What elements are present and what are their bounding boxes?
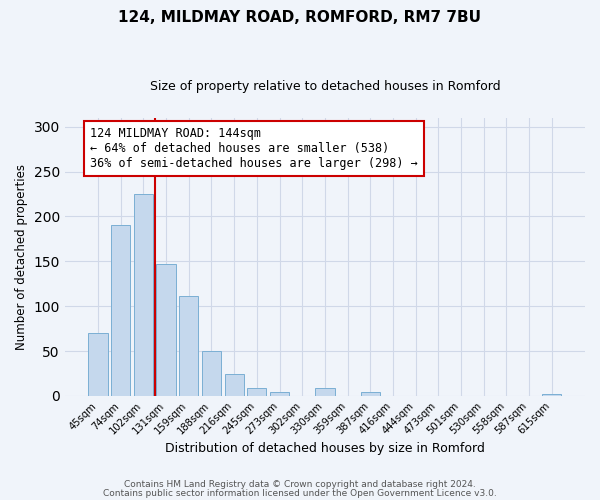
X-axis label: Distribution of detached houses by size in Romford: Distribution of detached houses by size … (165, 442, 485, 455)
Bar (542, 394, 562, 396)
Bar (202, 351, 221, 396)
Bar (315, 388, 335, 396)
Y-axis label: Number of detached properties: Number of detached properties (15, 164, 28, 350)
Bar (88, 333, 108, 396)
Bar (179, 296, 199, 396)
Bar (224, 374, 244, 396)
Bar (247, 388, 266, 396)
Bar (157, 264, 176, 396)
Bar (111, 226, 130, 396)
Bar (134, 194, 153, 396)
Text: 124, MILDMAY ROAD, ROMFORD, RM7 7BU: 124, MILDMAY ROAD, ROMFORD, RM7 7BU (119, 10, 482, 25)
Title: Size of property relative to detached houses in Romford: Size of property relative to detached ho… (149, 80, 500, 93)
Text: Contains HM Land Registry data © Crown copyright and database right 2024.: Contains HM Land Registry data © Crown c… (124, 480, 476, 489)
Bar (270, 392, 289, 396)
Text: Contains public sector information licensed under the Open Government Licence v3: Contains public sector information licen… (103, 488, 497, 498)
Bar (361, 392, 380, 396)
Text: 124 MILDMAY ROAD: 144sqm
← 64% of detached houses are smaller (538)
36% of semi-: 124 MILDMAY ROAD: 144sqm ← 64% of detach… (90, 127, 418, 170)
